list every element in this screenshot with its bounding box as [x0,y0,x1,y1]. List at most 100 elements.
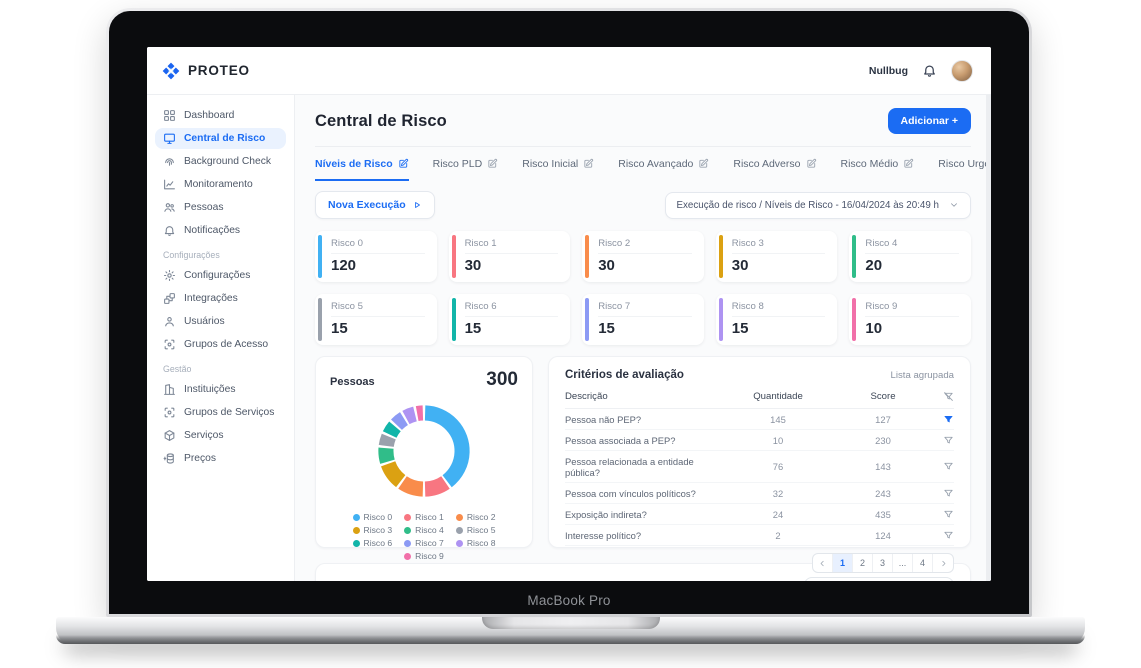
column-header[interactable]: Score [870,391,896,402]
sidebar-item-label: Configurações [184,270,251,281]
tab-risco-avan-ado[interactable]: Risco Avançado [618,158,709,181]
legend-item-risco-1: Risco 1 [404,512,444,522]
risk-card-risco-9[interactable]: Risco 9 10 [849,294,971,345]
risk-card-risco-3[interactable]: Risco 3 30 [715,231,838,282]
legend-label: Risco 1 [415,512,444,522]
risk-card-risco-2[interactable]: Risco 2 30 [582,231,704,282]
row-description: Pessoa associada a PEP? [565,434,676,446]
sidebar-item-monitoramento[interactable]: Monitoramento [155,174,286,195]
add-button[interactable]: Adicionar + [887,108,971,134]
row-description: Exposição indireta? [565,508,647,520]
sidebar-item-integra-es[interactable]: Integrações [155,288,286,309]
tab-risco-pld[interactable]: Risco PLD [433,158,499,181]
tab-risco-inicial[interactable]: Risco Inicial [522,158,594,181]
edit-icon[interactable] [806,158,817,169]
toolbar-row: Nova Execução Execução de risco / Níveis… [315,191,971,219]
row-filter-cell [928,530,954,541]
sidebar-item-label: Preços [184,453,217,464]
risk-card-risco-0[interactable]: Risco 0 120 [315,231,437,282]
sidebar-item-dashboard[interactable]: Dashboard [155,105,286,126]
edit-icon[interactable] [487,158,498,169]
table-row[interactable]: Exposição indireta? 24 435 [565,504,954,525]
pagination-page-3[interactable]: 3 [873,554,893,572]
execution-select[interactable]: Execução de risco / Níveis de Risco - 16… [664,191,971,219]
laptop-screen: PROTEO Nullbug Dashboard Central de Risco… [147,47,991,581]
risk-card-risco-4[interactable]: Risco 4 20 [849,231,971,282]
risk-card-risco-5[interactable]: Risco 5 15 [315,294,437,345]
table-row[interactable]: Pessoa associada a PEP? 10 230 [565,430,954,451]
table-row[interactable]: Pessoa relacionada a entidade pública? 76… [565,451,954,483]
risk-card-value: 15 [331,320,348,337]
chevron-down-icon [949,200,959,210]
sidebar-section-label: Gestão [163,364,192,374]
user-avatar[interactable] [951,59,973,82]
sidebar-item-grupos-de-acesso[interactable]: Grupos de Acesso [155,334,286,355]
tab-risco-m-dio[interactable]: Risco Médio [841,158,915,181]
sidebar-item-label: Notificações [184,225,241,236]
row-score: 127 [875,413,891,425]
edit-icon[interactable] [398,158,409,169]
legend-item-risco-2: Risco 2 [455,512,496,522]
row-filter-icon[interactable] [943,461,954,472]
legend-item-risco-4: Risco 4 [404,525,444,535]
row-filter-icon[interactable] [943,414,954,425]
risk-card-risco-7[interactable]: Risco 7 15 [582,294,704,345]
grouped-list-toggle[interactable]: Lista agrupada [890,369,954,381]
risk-card-risco-6[interactable]: Risco 6 15 [448,294,571,345]
table-row[interactable]: Interesse político? 2 124 [565,525,954,546]
sidebar-item-grupos-de-servi-os[interactable]: Grupos de Serviços [155,402,286,423]
column-filter-header [928,391,954,402]
sidebar-item-central-de-risco[interactable]: Central de Risco [155,128,286,149]
legend-label: Risco 2 [466,512,496,522]
chart-icon [163,178,176,191]
criterios-title: Critérios de avaliação [565,369,684,381]
risk-card-label: Risco 1 [464,238,559,254]
pagination-page-4[interactable]: 4 [913,554,933,572]
row-filter-icon[interactable] [943,530,954,541]
pagination-page-2[interactable]: 2 [853,554,873,572]
tab-risco-urgente[interactable]: Risco Urgente [938,158,991,181]
sidebar-item-background-check[interactable]: Background Check [155,151,286,172]
risk-card-label: Risco 4 [865,238,959,254]
tab-label: Risco Inicial [522,157,579,170]
risk-card-value: 20 [865,257,883,274]
filter-clear-icon[interactable] [943,391,954,402]
pagination-page-1[interactable]: 1 [833,554,853,572]
column-header[interactable]: Quantidade [753,391,803,402]
tab-n-veis-de-risco[interactable]: Níveis de Risco [315,158,409,181]
notifications-bell-icon[interactable] [922,63,937,78]
sidebar-item-pessoas[interactable]: Pessoas [155,197,286,218]
risk-card-accent [451,298,456,341]
risk-card-label: Risco 0 [331,238,425,254]
table-row[interactable]: Pessoa não PEP? 145 127 [565,409,954,430]
pagination-prev[interactable] [813,554,833,572]
page-title: Central de Risco [315,111,447,130]
column-header[interactable]: Descrição [565,391,608,402]
legend-dot [455,539,463,547]
edit-icon[interactable] [698,158,709,169]
sidebar-item-notifica-es[interactable]: Notificações [155,220,286,241]
donut-segment-risco-3 [378,405,470,497]
sidebar-item-servi-os[interactable]: Serviços [155,425,286,446]
row-filter-icon[interactable] [943,488,954,499]
fingerprint-icon [163,155,176,168]
pagination-page--[interactable]: ... [893,554,913,572]
row-filter-icon[interactable] [943,435,954,446]
scrollbar[interactable] [986,95,991,581]
risk-card-risco-1[interactable]: Risco 1 30 [448,231,571,282]
pagination-group: 1 2 3... 4 [812,553,954,573]
pagination-next[interactable] [933,554,953,572]
sidebar-item-configura-es[interactable]: Configurações [155,265,286,286]
risk-card-risco-8[interactable]: Risco 8 15 [715,294,838,345]
edit-icon[interactable] [583,158,594,169]
row-filter-cell [928,488,954,499]
risk-card-value: 120 [331,257,357,274]
row-filter-icon[interactable] [943,509,954,520]
new-execution-button[interactable]: Nova Execução [315,191,435,219]
sidebar-item-pre-os[interactable]: Preços [155,448,286,469]
sidebar-item-usu-rios[interactable]: Usuários [155,311,286,332]
edit-icon[interactable] [903,158,914,169]
table-row[interactable]: Pessoa com vínculos políticos? 32 243 [565,483,954,504]
tab-risco-adverso[interactable]: Risco Adverso [733,158,816,181]
sidebar-item-institui-es[interactable]: Instituições [155,379,286,400]
